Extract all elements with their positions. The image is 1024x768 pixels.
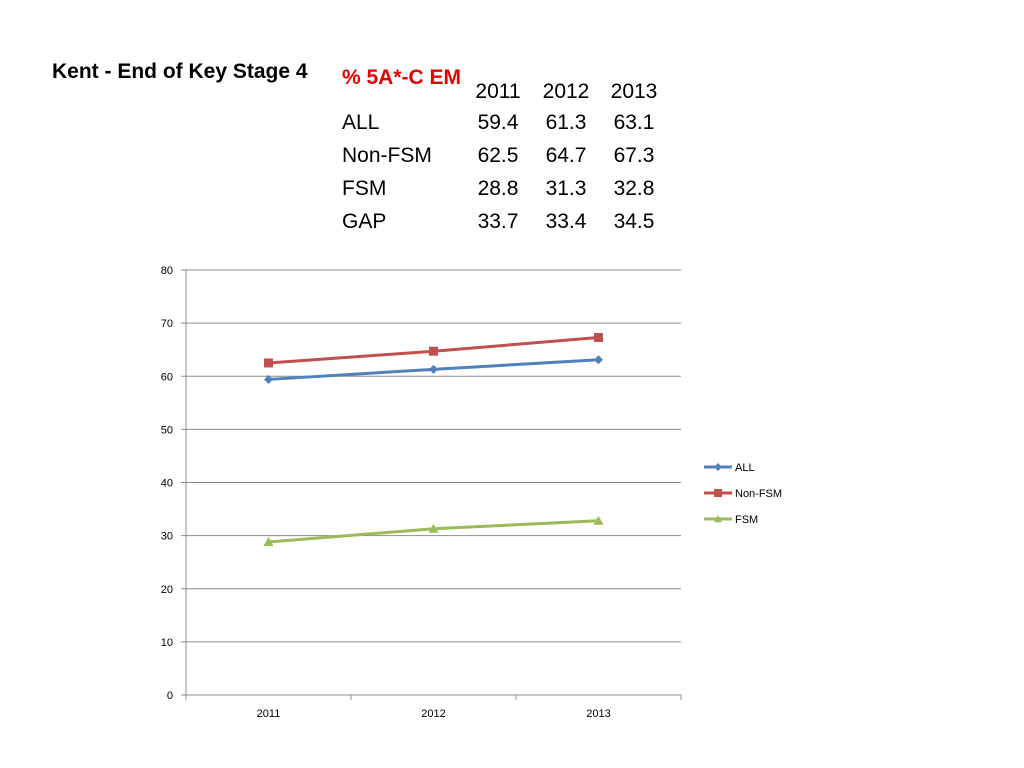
data-point-marker: [714, 463, 722, 471]
table-cell: 31.3: [545, 177, 587, 200]
data-point-marker: [714, 515, 722, 523]
measure-label: % 5A*-C EM: [342, 66, 462, 89]
year-header: 2013: [610, 80, 658, 103]
legend-label: Non-FSM: [735, 488, 782, 500]
slide-title: Kent - End of Key Stage 4: [52, 60, 308, 83]
data-point-marker: [429, 346, 438, 356]
table-header-row: % 5A*-C EM 2011 2012 2013: [342, 62, 668, 106]
table-cell: 64.7: [545, 144, 587, 167]
data-point-marker: [594, 355, 603, 365]
y-tick-label: 40: [161, 478, 173, 490]
row-label: FSM: [342, 177, 387, 200]
data-point-marker: [428, 523, 439, 533]
y-tick-label: 70: [161, 318, 173, 330]
legend-label: FSM: [735, 514, 758, 526]
table-cell: 33.7: [477, 210, 519, 233]
year-header: 2011: [475, 80, 521, 103]
table-cell: 33.4: [545, 210, 587, 233]
table-cell: 63.1: [613, 111, 655, 134]
y-tick-label: 10: [161, 637, 173, 649]
data-point-marker: [429, 364, 438, 374]
data-point-marker: [264, 358, 273, 368]
table-cell: 34.5: [613, 210, 655, 233]
y-tick-label: 20: [161, 584, 173, 596]
table-row: FSM 28.8 31.3 32.8: [342, 172, 668, 205]
table-cell: 59.4: [477, 111, 519, 134]
data-point-marker: [714, 489, 722, 497]
results-table: % 5A*-C EM 2011 2012 2013 ALL 59.4 61.3 …: [342, 62, 668, 238]
data-point-marker: [264, 374, 273, 384]
legend-label: ALL: [735, 462, 755, 474]
y-tick-label: 80: [161, 265, 173, 277]
x-tick-label: 2011: [257, 708, 281, 720]
data-point-marker: [593, 515, 604, 525]
row-label: GAP: [342, 210, 387, 233]
data-point-marker: [594, 332, 603, 342]
table-cell: 32.8: [613, 177, 655, 200]
y-tick-label: 0: [167, 690, 173, 702]
year-header: 2012: [542, 80, 590, 103]
data-point-marker: [263, 537, 274, 546]
table-row: GAP 33.7 33.4 34.5: [342, 205, 668, 238]
x-tick-label: 2013: [586, 708, 610, 720]
x-tick-label: 2012: [421, 708, 445, 720]
table-cell: 61.3: [545, 111, 587, 134]
y-tick-label: 30: [161, 531, 173, 543]
table-cell: 67.3: [613, 144, 655, 167]
table-row: Non-FSM 62.5 64.7 67.3: [342, 139, 668, 172]
row-label: ALL: [342, 111, 380, 134]
y-tick-label: 60: [161, 371, 173, 383]
y-tick-label: 50: [161, 424, 173, 436]
table-row: ALL 59.4 61.3 63.1: [342, 106, 668, 139]
table-cell: 62.5: [477, 144, 519, 167]
table-cell: 28.8: [477, 177, 519, 200]
row-label: Non-FSM: [342, 144, 432, 167]
